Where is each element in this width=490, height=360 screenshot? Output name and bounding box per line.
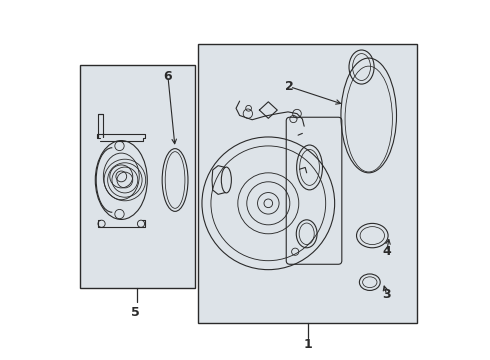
Text: 5: 5 <box>131 306 140 319</box>
Text: 3: 3 <box>382 288 391 301</box>
Text: 4: 4 <box>382 245 391 258</box>
Text: 1: 1 <box>303 338 312 351</box>
Text: 2: 2 <box>286 80 294 93</box>
FancyBboxPatch shape <box>80 65 195 288</box>
FancyBboxPatch shape <box>198 44 417 323</box>
Text: 6: 6 <box>164 69 172 82</box>
